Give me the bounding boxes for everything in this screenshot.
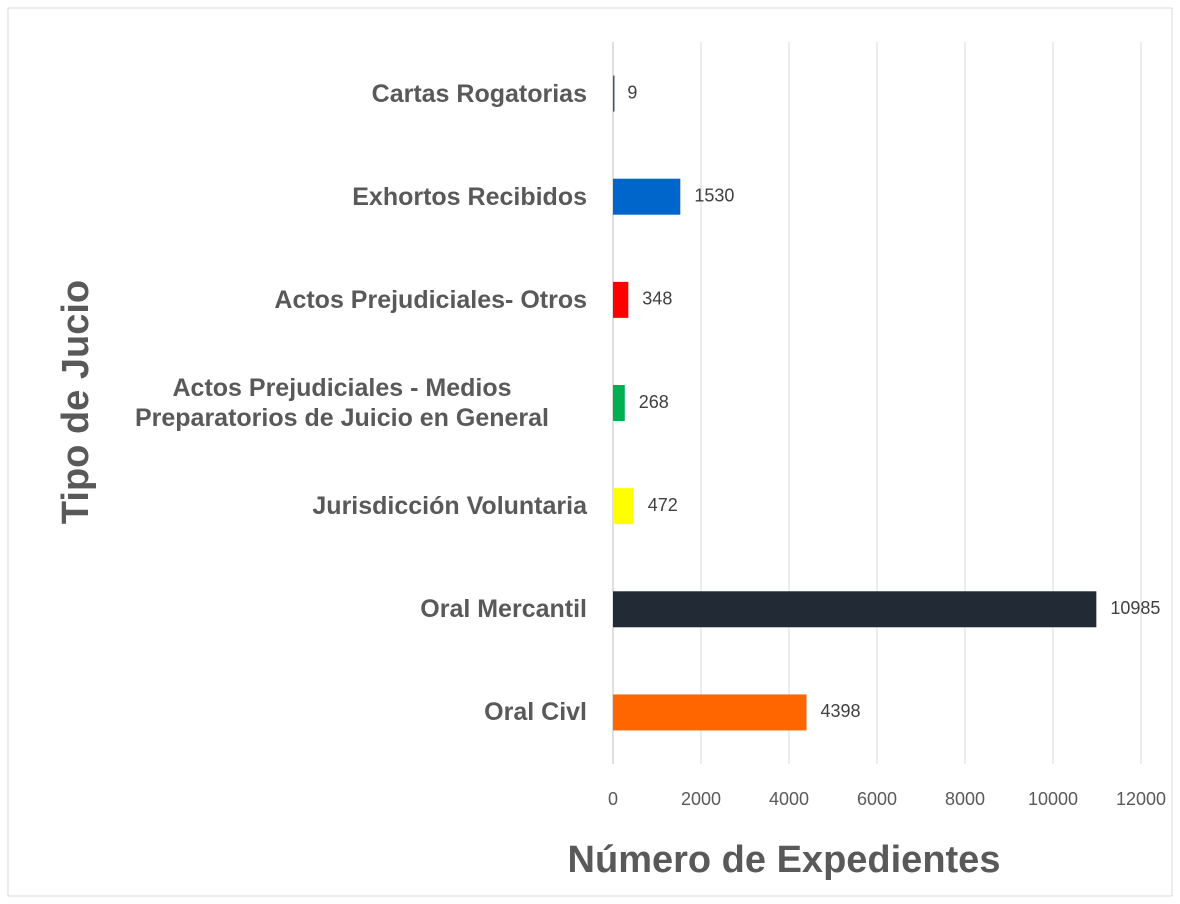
category-label-box: Actos Prejudiciales- Otros xyxy=(67,285,587,315)
x-tick-label: 12000 xyxy=(1116,789,1166,809)
value-label: 268 xyxy=(639,392,669,412)
bar xyxy=(613,178,681,215)
y-tick-label: Oral Civl xyxy=(484,698,587,727)
value-label: 348 xyxy=(642,289,672,309)
y-tick-label: Actos Prejudiciales- Otros xyxy=(274,285,587,314)
x-axis-title: Número de Expedientes xyxy=(568,839,1001,881)
x-tick-label: 8000 xyxy=(945,789,985,809)
category-label-box: Jurisdicción Voluntaria xyxy=(67,491,587,521)
x-tick-label: 10000 xyxy=(1028,789,1078,809)
y-tick-label: Jurisdicción Voluntaria xyxy=(312,492,587,521)
y-axis-title: Tipo de Jucio xyxy=(55,280,97,524)
x-tick-label: 4000 xyxy=(769,789,809,809)
value-label: 4398 xyxy=(821,701,861,721)
value-label: 472 xyxy=(648,495,678,515)
y-tick-label: Cartas Rogatorias xyxy=(371,79,587,108)
x-tick-label: 2000 xyxy=(681,789,721,809)
x-tick-label: 0 xyxy=(608,789,618,809)
category-label-box: Oral Mercantil xyxy=(67,594,587,624)
category-label-box: Oral Civl xyxy=(67,697,587,727)
bar xyxy=(613,694,807,731)
bar xyxy=(613,488,634,525)
value-label: 10985 xyxy=(1110,598,1160,618)
bar xyxy=(613,591,1097,628)
x-tick-label: 6000 xyxy=(857,789,897,809)
category-label-box: Cartas Rogatorias xyxy=(67,79,587,109)
chart-border xyxy=(7,7,1173,897)
y-tick-label: Exhortos Recibidos xyxy=(352,182,587,211)
y-tick-label: Oral Mercantil xyxy=(420,595,587,624)
bar xyxy=(613,281,629,318)
value-label: 9 xyxy=(627,82,637,102)
category-label-box: Exhortos Recibidos xyxy=(67,182,587,212)
bar xyxy=(613,385,625,421)
value-label: 1530 xyxy=(694,185,734,205)
category-label-box: Actos Prejudiciales - Medios Preparatori… xyxy=(67,373,587,433)
y-tick-label: Actos Prejudiciales - Medios Preparatori… xyxy=(134,374,550,432)
bar xyxy=(613,75,615,112)
